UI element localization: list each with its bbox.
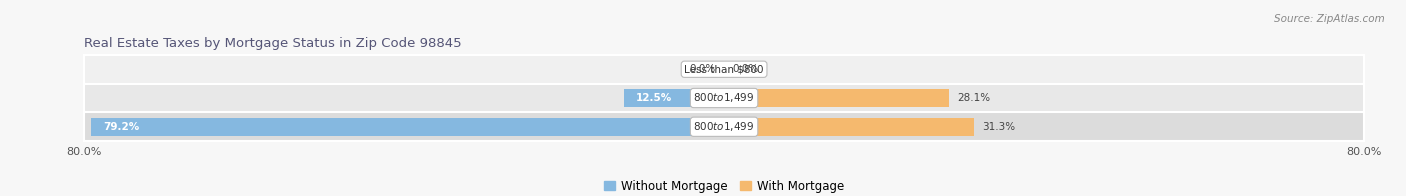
Bar bbox=[84, 84, 1364, 112]
Bar bbox=[624, 89, 724, 107]
Bar bbox=[724, 89, 949, 107]
Text: 31.3%: 31.3% bbox=[983, 122, 1015, 132]
Text: 12.5%: 12.5% bbox=[636, 93, 672, 103]
Text: 0.0%: 0.0% bbox=[690, 64, 716, 74]
Text: 0.0%: 0.0% bbox=[733, 64, 758, 74]
Bar bbox=[724, 118, 974, 136]
Text: $800 to $1,499: $800 to $1,499 bbox=[693, 120, 755, 133]
Bar bbox=[91, 118, 724, 136]
Legend: Without Mortgage, With Mortgage: Without Mortgage, With Mortgage bbox=[599, 175, 849, 196]
Bar bbox=[84, 55, 1364, 84]
Text: Less than $800: Less than $800 bbox=[685, 64, 763, 74]
Text: 79.2%: 79.2% bbox=[103, 122, 139, 132]
Text: $800 to $1,499: $800 to $1,499 bbox=[693, 92, 755, 104]
Bar bbox=[84, 112, 1364, 141]
Text: Real Estate Taxes by Mortgage Status in Zip Code 98845: Real Estate Taxes by Mortgage Status in … bbox=[84, 36, 463, 50]
Text: Source: ZipAtlas.com: Source: ZipAtlas.com bbox=[1274, 14, 1385, 24]
Text: 28.1%: 28.1% bbox=[957, 93, 990, 103]
